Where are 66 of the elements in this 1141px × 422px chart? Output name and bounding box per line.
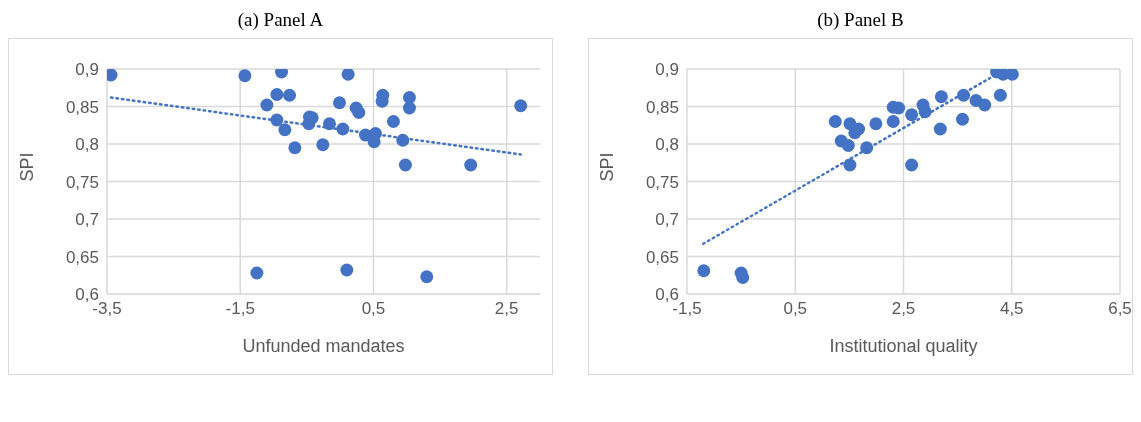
point [283,88,297,102]
point [316,138,330,152]
y-tick-label: 0,65 [645,247,679,267]
y-tick-label: 0,8 [75,135,99,155]
x-tick-label: -1,5 [225,299,255,319]
y-tick-label: 0,75 [65,172,99,192]
point [993,88,1007,102]
point [860,141,874,155]
point [869,117,883,131]
point [978,98,992,112]
point [340,263,354,277]
x-axis-title: Unfunded mandates [242,336,405,356]
x-tick-label: 0,5 [783,299,808,319]
point [332,96,346,110]
point [905,108,919,122]
chart-title: (b) Panel B [816,8,905,32]
y-axis-title: SPI [597,152,618,182]
x-tick-label: 2,5 [891,299,916,319]
point [396,133,410,147]
point [514,99,528,113]
y-tick-label: 0,75 [645,172,679,192]
point [736,271,750,284]
point [270,113,284,127]
point [697,264,711,278]
point [957,88,971,102]
point [288,141,302,155]
point [260,98,274,112]
y-tick-label: 0,9 [75,60,99,80]
y-axis-title: SPI [17,152,38,182]
y-tick-label: 0,8 [655,135,679,155]
y-tick-label: 0,7 [75,210,99,230]
point [843,158,857,172]
point [1005,69,1019,81]
point [352,106,366,119]
point [918,105,932,119]
point [278,123,292,137]
point [386,115,400,128]
point [841,139,855,152]
point [956,112,969,126]
x-tick-label: 4,5 [999,299,1024,319]
x-tick-label: 6,5 [1108,299,1132,319]
point [250,266,264,280]
y-tick-label: 0,85 [65,97,99,117]
point [828,115,842,128]
point [464,158,478,172]
y-tick-label: 0,7 [655,210,679,230]
point [398,158,412,172]
chart-title: (a) Panel A [236,8,325,32]
y-tick-label: 0,65 [65,247,99,267]
point [238,69,252,83]
point [402,101,416,115]
x-tick-label: 0,5 [361,299,386,319]
y-tick-label: 0,85 [645,97,679,117]
point [886,115,900,128]
point [420,270,434,284]
point [905,158,919,172]
point [270,88,284,101]
point [341,69,355,81]
point [933,122,947,136]
x-axis-title: Institutional quality [829,336,978,356]
point [934,90,948,104]
point [336,122,350,136]
y-tick-label: 0,9 [655,60,679,80]
x-tick-label: 2,5 [494,299,519,319]
point [323,117,336,131]
point [402,91,416,104]
